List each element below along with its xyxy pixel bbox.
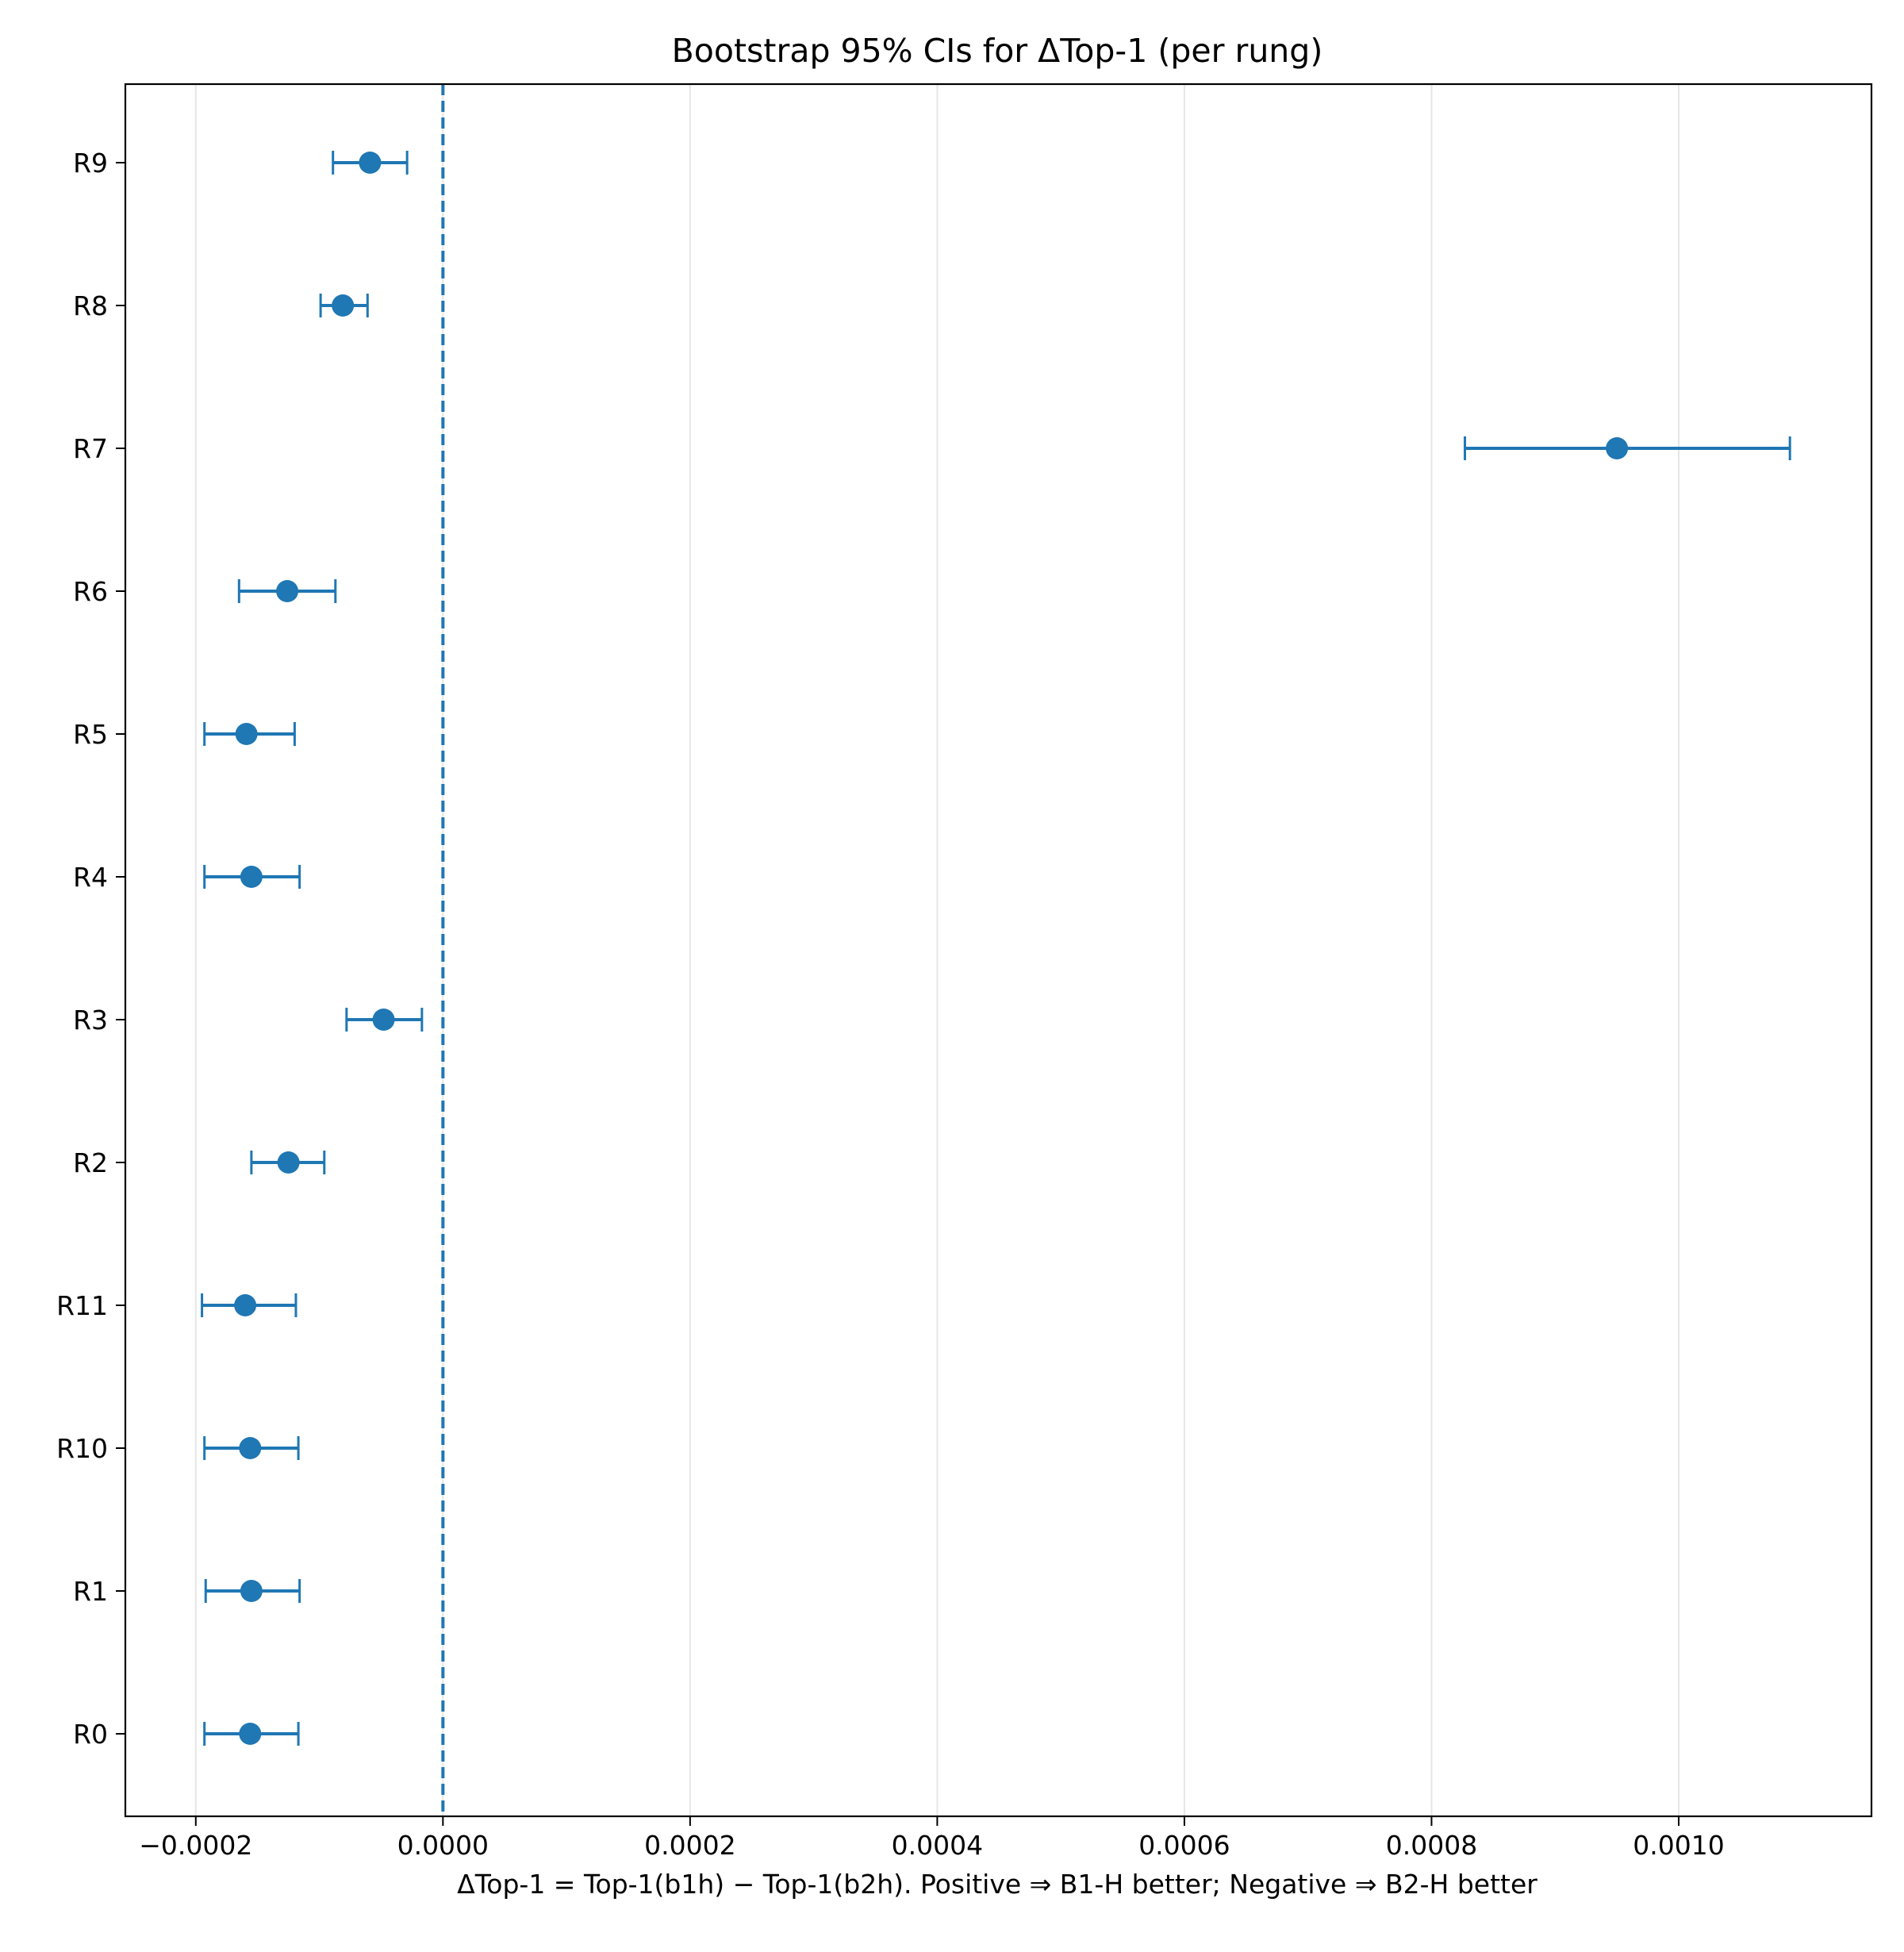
error-bar-r4 xyxy=(203,865,301,889)
point-estimate xyxy=(235,723,258,745)
x-tick-label: −0.0002 xyxy=(139,1830,252,1861)
point-estimate xyxy=(234,1294,257,1316)
error-bar-r11 xyxy=(201,1293,298,1317)
point-estimate xyxy=(332,294,355,317)
x-tick-label: 0.0008 xyxy=(1386,1830,1477,1861)
point-estimate xyxy=(239,1723,262,1745)
y-tick-label: R7 xyxy=(73,433,108,464)
y-tick-label: R10 xyxy=(56,1433,108,1464)
y-tick-label: R11 xyxy=(56,1290,108,1321)
chart-title: Bootstrap 95% CIs for ΔTop-1 (per rung) xyxy=(672,32,1323,70)
error-bar-r6 xyxy=(237,579,337,603)
y-tick-label: R4 xyxy=(73,862,108,893)
error-bar-r5 xyxy=(203,722,296,746)
x-tick-label: 0.0002 xyxy=(644,1830,735,1861)
x-tick-label: 0.0004 xyxy=(892,1830,983,1861)
x-tick-label: 0.0000 xyxy=(397,1830,489,1861)
point-estimate xyxy=(1606,437,1629,459)
y-tick-label: R0 xyxy=(73,1719,108,1750)
y-tick-label: R8 xyxy=(73,290,108,321)
point-estimate xyxy=(277,1151,300,1174)
y-tick-label: R3 xyxy=(73,1005,108,1036)
x-tick-label: 0.0006 xyxy=(1138,1830,1230,1861)
error-bar-r10 xyxy=(203,1436,300,1460)
error-bar-r7 xyxy=(1464,436,1791,460)
y-tick-label: R9 xyxy=(73,148,108,179)
error-bars xyxy=(201,151,1791,1746)
y-tick-label: R5 xyxy=(73,719,108,750)
error-bar-r1 xyxy=(204,1579,301,1603)
point-estimate xyxy=(359,152,382,174)
point-estimate xyxy=(240,866,263,888)
point-estimate xyxy=(372,1009,395,1031)
x-tick-label: 0.0010 xyxy=(1633,1830,1724,1861)
x-axis: −0.0002 0.0000 0.0002 0.0004 0.0006 0.0008 0.0… xyxy=(139,1816,1725,1861)
point-estimate xyxy=(276,580,299,602)
y-axis: R0 R1 R10 R11 R2 R3 R4 R5 R6 R7 R8 R9 xyxy=(56,148,125,1750)
error-bar-r3 xyxy=(345,1008,424,1032)
y-tick-label: R6 xyxy=(73,576,108,607)
error-bar-r0 xyxy=(203,1722,300,1746)
error-bar-r2 xyxy=(250,1151,326,1174)
point-estimate xyxy=(239,1437,262,1459)
y-tick-label: R2 xyxy=(73,1147,108,1178)
error-bar-r8 xyxy=(319,294,369,317)
error-bar-r9 xyxy=(332,151,409,175)
y-tick-label: R1 xyxy=(73,1576,108,1607)
point-estimate xyxy=(240,1580,263,1602)
x-axis-label: ΔTop-1 = Top-1(b1h) − Top-1(b2h). Positi… xyxy=(457,1869,1537,1900)
plot-area-frame xyxy=(124,83,1873,1818)
